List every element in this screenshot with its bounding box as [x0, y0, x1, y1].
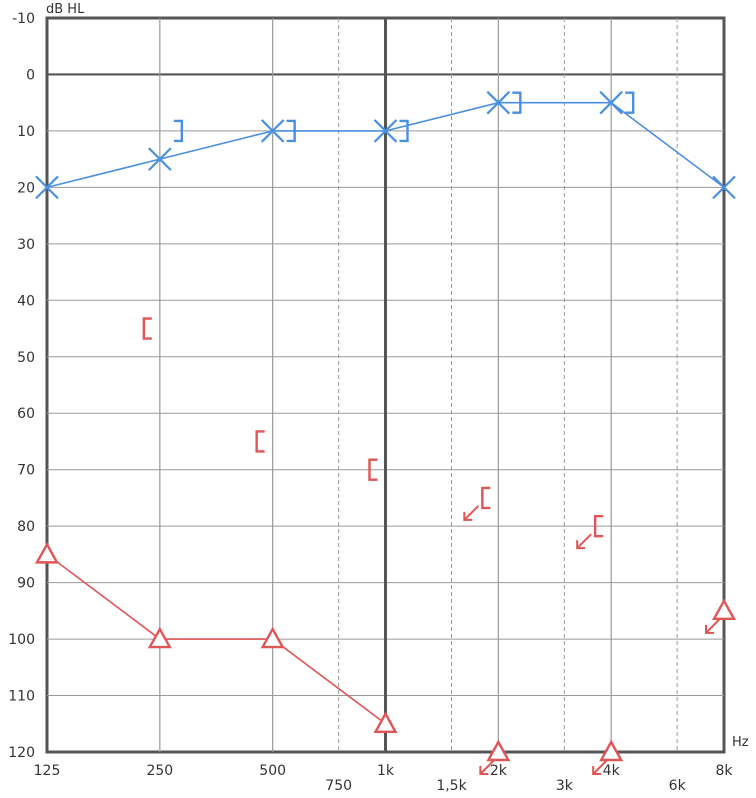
x-tick-label-intermediate: 6k: [669, 778, 687, 794]
x-tick-label: 500: [259, 763, 286, 779]
arrow-head: [576, 540, 586, 550]
triangle-marker: [373, 711, 398, 733]
bracket-marker-right: [399, 119, 409, 143]
no-response-arrow: [592, 759, 608, 775]
y-tick-label: 0: [26, 67, 35, 83]
bracket-marker-left: [481, 486, 491, 510]
label-layer: -10 0 10 20 30 40 50 60 70 80 90 100 110 120 750 1,5k 3k…: [8, 11, 733, 794]
x-tick-label: 8k: [715, 763, 733, 779]
x-tick-label: 125: [34, 763, 61, 779]
arrow-head: [705, 624, 714, 634]
x-marker: [260, 119, 285, 143]
x-marker-stroke: [486, 90, 511, 115]
y-tick-label: 50: [17, 350, 35, 366]
x-tick-label-intermediate: 1,5k: [436, 778, 467, 794]
bracket-marker-left: [593, 514, 604, 538]
x-marker: [599, 90, 623, 115]
series-layer: [34, 90, 737, 775]
y-tick-label: 40: [17, 293, 35, 309]
arrow-shaft: [576, 533, 592, 549]
x-marker: [712, 175, 736, 200]
arrow-shaft: [479, 759, 496, 775]
y-tick-label: 80: [17, 519, 35, 535]
x-tick-label: 2k: [490, 763, 508, 779]
x-marker: [148, 147, 172, 171]
no-response-arrow: [479, 759, 496, 775]
x-marker-stroke: [260, 119, 285, 143]
bracket-marker-right: [173, 119, 184, 143]
no-response-arrow: [576, 533, 592, 550]
bracket-marker-left: [142, 317, 152, 340]
bracket-marker-right: [512, 91, 522, 114]
y-tick-label: 110: [8, 689, 35, 705]
y-tick-label: 30: [17, 237, 35, 253]
triangle-marker: [34, 541, 60, 564]
x-marker: [35, 175, 59, 200]
y-tick-label: -10: [12, 11, 35, 27]
y-tick-label: 70: [17, 463, 35, 479]
arrow-shaft: [705, 618, 721, 634]
arrow-shaft: [592, 759, 608, 775]
arrow-shaft: [463, 505, 480, 521]
x-marker-stroke: [148, 147, 172, 171]
y-tick-label: 60: [17, 406, 35, 422]
x-axis-unit-label: Hz: [732, 735, 749, 750]
x-tick-label-intermediate: 750: [325, 778, 352, 794]
grid-layer: [45, 16, 726, 754]
triangle-marker: [711, 598, 737, 621]
x-marker: [373, 119, 398, 143]
x-tick-label-intermediate: 3k: [556, 778, 574, 794]
arrow-head: [479, 766, 489, 775]
no-response-arrow: [463, 505, 480, 521]
x-tick-label: 250: [146, 763, 173, 779]
no-response-arrow: [705, 618, 721, 634]
arrow-head: [463, 511, 473, 521]
y-tick-label: 90: [17, 576, 35, 592]
triangle-marker: [147, 626, 172, 649]
triangle-marker: [599, 739, 624, 762]
x-marker: [486, 90, 511, 115]
bracket-marker-left: [368, 458, 378, 481]
x-tick-label: 4k: [603, 763, 621, 779]
x-marker-stroke: [373, 119, 398, 143]
y-tick-label: 100: [8, 632, 35, 648]
bracket-marker-left: [255, 430, 265, 453]
y-tick-label: 20: [17, 180, 35, 196]
bracket-marker-right: [625, 91, 635, 114]
x-tick-label: 1k: [377, 763, 395, 779]
series-line: [46, 553, 386, 725]
triangle-marker: [260, 626, 285, 649]
arrow-head: [592, 766, 602, 775]
y-axis-unit-label: dB HL: [46, 2, 85, 17]
x-marker-stroke: [35, 175, 59, 200]
bracket-marker-right: [286, 119, 296, 143]
y-tick-label: 120: [8, 745, 35, 761]
x-marker-stroke: [712, 175, 736, 200]
x-marker-stroke: [599, 90, 623, 115]
triangle-marker: [486, 739, 511, 762]
y-tick-label: 10: [17, 124, 35, 140]
